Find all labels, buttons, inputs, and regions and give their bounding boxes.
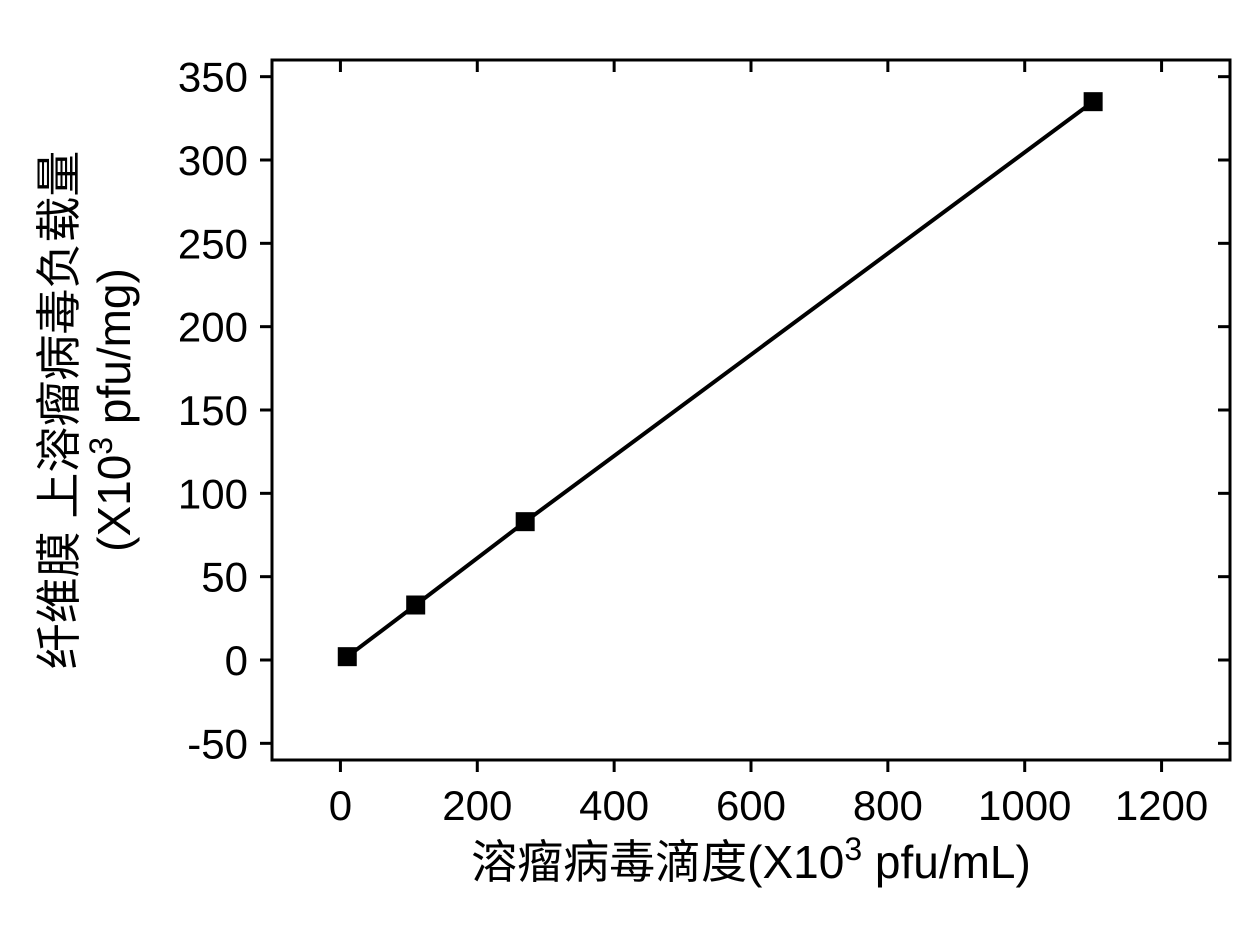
x-tick-label: 600 [716, 782, 786, 829]
x-tick-label: 0 [329, 782, 352, 829]
chart-svg: 0 200 400 600 800 1000 1200 -50 0 50 100 150 200 250… [20, 20, 1239, 927]
y-tick-label: 50 [201, 554, 248, 601]
y-tick-label: -50 [187, 720, 248, 767]
x-axis-label: 溶瘤病毒滴度(X103 pfu/mL) [471, 831, 1031, 888]
x-tick-label: 1000 [978, 782, 1071, 829]
y-tick-label: 150 [178, 387, 248, 434]
y-tick-label: 0 [225, 637, 248, 684]
data-marker [338, 648, 356, 666]
x-tick-label: 1200 [1115, 782, 1208, 829]
x-tick-label: 400 [579, 782, 649, 829]
y-tick-label: 350 [178, 54, 248, 101]
y-axis-label-line1: 纤维膜 上溶瘤病毒负载量 [33, 151, 85, 670]
x-axis-ticks: 0 200 400 600 800 1000 1200 [329, 60, 1209, 829]
y-axis-ticks: -50 0 50 100 150 200 250 300 350 [178, 54, 1230, 768]
x-tick-label: 200 [442, 782, 512, 829]
y-tick-label: 100 [178, 470, 248, 517]
plot-border [272, 60, 1230, 760]
y-axis-label-line2: (X103 pfu/mg) [83, 268, 140, 552]
data-marker [516, 513, 534, 531]
data-marker [407, 596, 425, 614]
y-tick-label: 200 [178, 304, 248, 351]
data-marker [1084, 93, 1102, 111]
x-tick-label: 800 [853, 782, 923, 829]
data-line [347, 102, 1093, 657]
y-tick-label: 300 [178, 137, 248, 184]
chart-container: 0 200 400 600 800 1000 1200 -50 0 50 100 150 200 250… [20, 20, 1239, 927]
y-tick-label: 250 [178, 220, 248, 267]
